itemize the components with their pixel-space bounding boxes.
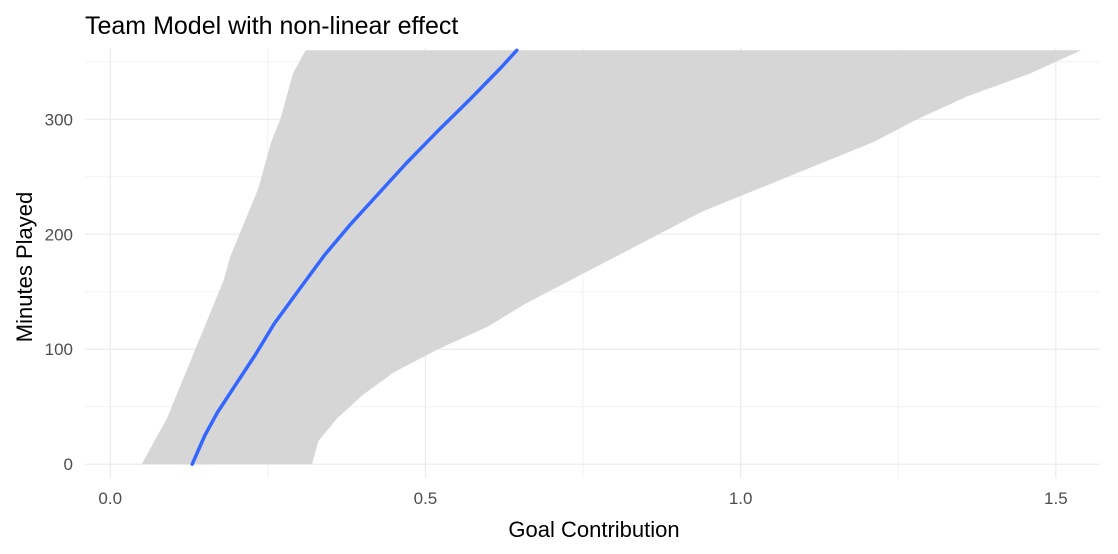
x-axis-title: Goal Contribution — [508, 517, 679, 542]
x-tick-label: 1.5 — [1044, 489, 1068, 508]
x-tick-label: 0.0 — [98, 489, 122, 508]
x-tick-label: 0.5 — [414, 489, 438, 508]
y-tick-label: 200 — [45, 225, 73, 244]
y-tick-label: 100 — [45, 340, 73, 359]
y-axis-title: Minutes Played — [12, 192, 37, 342]
x-tick-label: 1.0 — [729, 489, 753, 508]
y-tick-label: 300 — [45, 110, 73, 129]
confidence-ribbon — [141, 50, 1082, 465]
chart-title: Team Model with non-linear effect — [85, 12, 458, 40]
line-layer — [190, 48, 519, 466]
y-tick-label: 0 — [64, 455, 73, 474]
tick-layer: 0.0 0.5 1.0 1.5 0 100 200 300 — [45, 110, 1068, 508]
fitted-line — [190, 48, 519, 466]
ribbon-layer — [141, 50, 1082, 465]
